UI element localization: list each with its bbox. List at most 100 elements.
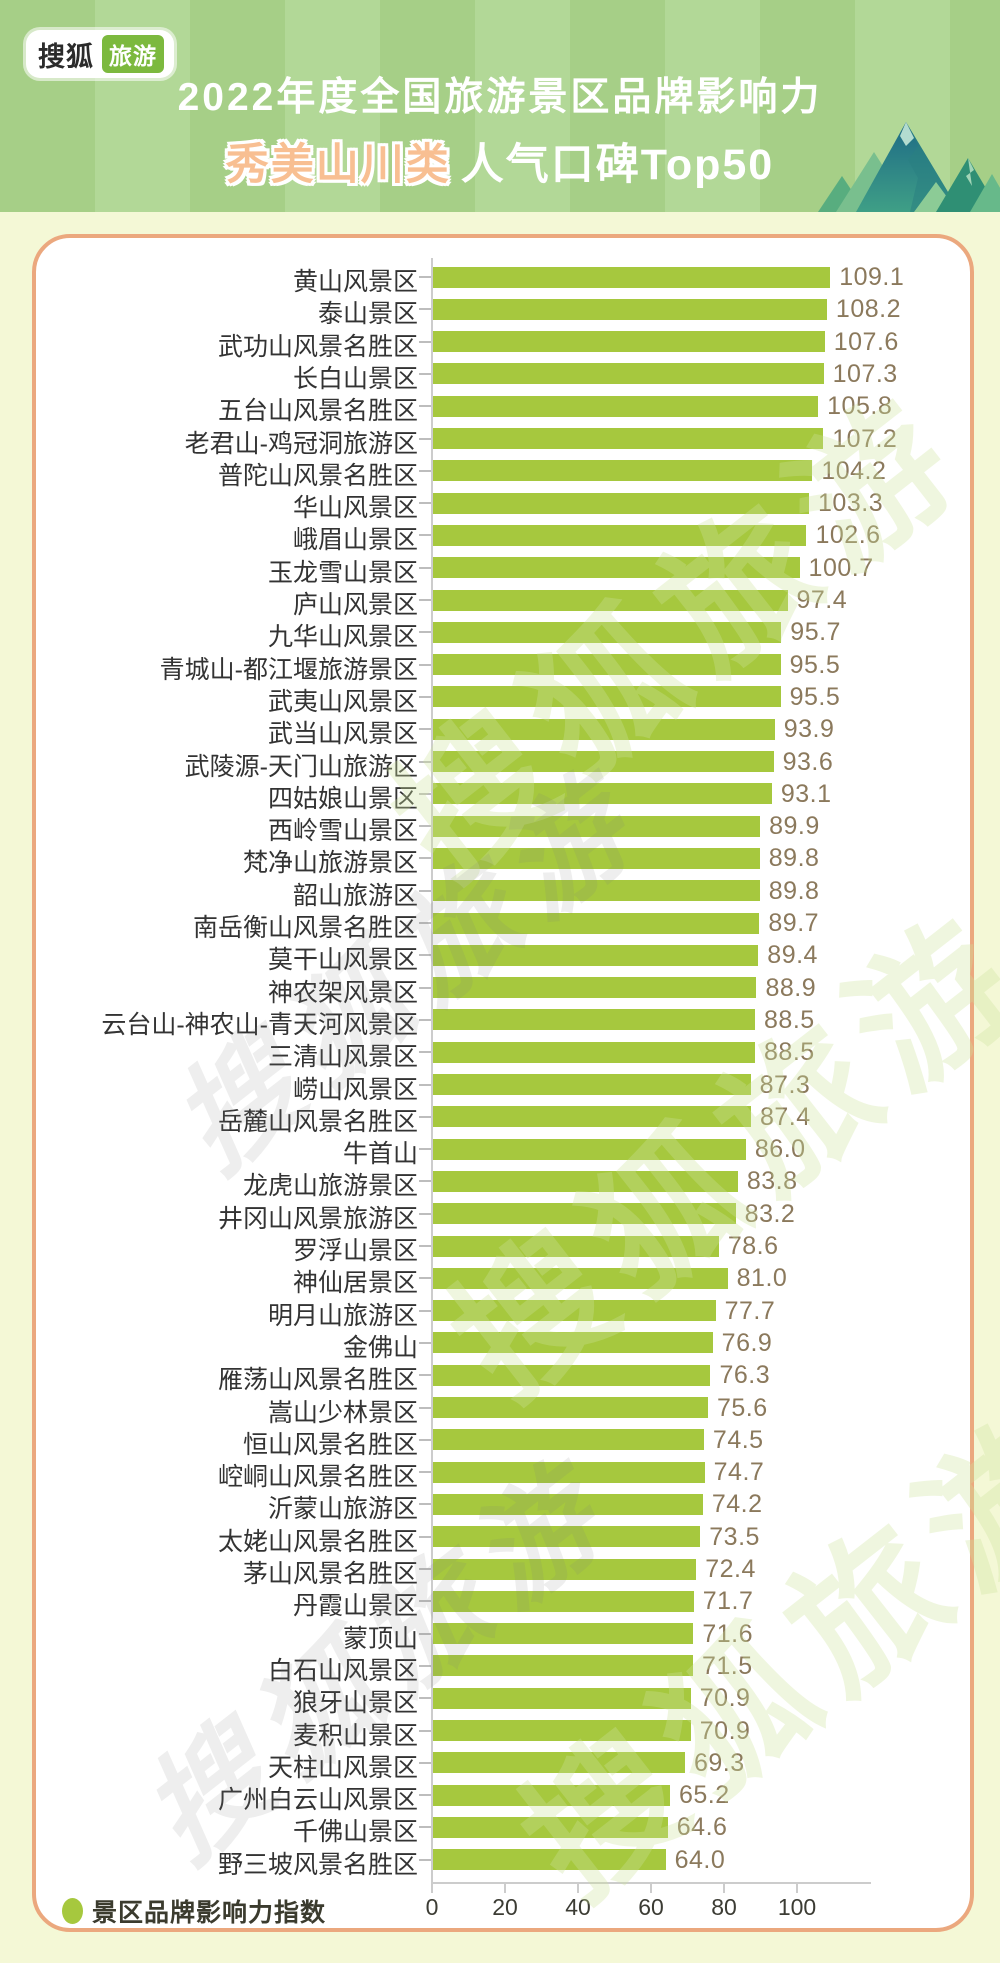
label-tick (419, 308, 431, 311)
logo-sub-badge: 旅游 (100, 33, 166, 75)
bar-label: 青城山-都江堰旅游景区 (159, 655, 418, 684)
bar-label: 五台山风景名胜区 (217, 397, 418, 426)
bar-value: 71.5 (701, 1651, 753, 1680)
bar-label: 长白山景区 (292, 364, 418, 393)
bar-label: 广州白云山风景区 (217, 1786, 418, 1815)
label-tick (419, 954, 431, 957)
bar (432, 1526, 701, 1548)
header-banner: 搜狐 旅游 2022年度全国旅游景区品牌影响力 秀美山川类 人气口碑Top50 (0, 0, 1000, 212)
label-tick (419, 1471, 431, 1474)
bar-value: 88.5 (764, 1005, 815, 1034)
bar-label: 老君山-鸡冠洞旅游区 (184, 429, 418, 458)
bar-value: 74.2 (711, 1490, 763, 1519)
bar-value: 76.3 (719, 1361, 771, 1390)
bar-label: 普陀山风景名胜区 (217, 461, 418, 490)
label-tick (419, 695, 431, 698)
bar (432, 1332, 713, 1354)
bar-value: 74.7 (713, 1458, 765, 1487)
bar-label: 白石山风景区 (267, 1656, 418, 1685)
x-tick-label: 80 (711, 1894, 737, 1920)
bar-label: 千佛山景区 (292, 1818, 418, 1847)
bar-label: 武功山风景名胜区 (217, 332, 418, 361)
label-tick (419, 1309, 431, 1312)
bar (432, 783, 772, 805)
bar-label: 梵净山旅游景区 (242, 849, 418, 878)
page-title: 2022年度全国旅游景区品牌影响力 (177, 76, 823, 119)
label-tick (419, 1083, 431, 1086)
bar-value: 65.2 (678, 1781, 730, 1810)
bar-value: 86.0 (754, 1135, 806, 1164)
bar (432, 298, 827, 320)
bar-value: 76.9 (721, 1328, 773, 1357)
bar (432, 395, 819, 417)
subtitle-category: 秀美山川类 (225, 141, 451, 189)
bar (432, 912, 760, 934)
bar (432, 1364, 711, 1386)
label-tick (419, 1729, 431, 1732)
bar-value: 107.3 (832, 359, 898, 388)
bar-value: 95.5 (789, 682, 841, 711)
bar-value: 88.5 (764, 1038, 815, 1067)
bar-label: 庐山风景区 (292, 591, 418, 619)
label-tick (419, 1826, 431, 1829)
label-tick (419, 1374, 431, 1377)
bar-value: 102.6 (815, 521, 881, 550)
bar (432, 1106, 751, 1128)
bar-value: 109.1 (839, 263, 905, 291)
logo-brand-text: 搜狐 (38, 41, 94, 72)
bar (432, 1655, 693, 1677)
bar-value: 64.6 (676, 1813, 728, 1842)
bar-label: 云台山-神农山-青天河风景区 (101, 1010, 418, 1039)
bar-label: 九华山风景区 (267, 623, 418, 652)
bar-label: 武夷山风景区 (267, 687, 418, 716)
x-tick-label: 0 (425, 1894, 439, 1920)
bar-label: 井冈山风景旅游区 (217, 1204, 418, 1233)
bar (432, 1074, 751, 1095)
label-tick (419, 372, 431, 375)
bar (432, 751, 774, 772)
bar (432, 1397, 708, 1418)
bar-label: 武陵源-天门山旅游区 (184, 752, 418, 781)
label-tick (419, 1664, 431, 1667)
bar (432, 1138, 746, 1160)
bar (432, 1590, 694, 1612)
label-tick (419, 1018, 431, 1021)
legend-dot-icon (62, 1898, 83, 1924)
chart-panel: 搜狐旅游 搜狐旅游 搜狐旅游 搜狐旅游 搜狐旅游 黄山风景区 109.1 泰山景区 1… (32, 234, 1000, 1932)
bar-value: 71.7 (702, 1587, 754, 1616)
label-tick (419, 1697, 431, 1700)
label-tick (419, 1051, 431, 1054)
label-tick (419, 534, 431, 537)
bar-value: 77.7 (724, 1296, 776, 1325)
x-tick-mark (723, 1884, 725, 1893)
bar (432, 1493, 703, 1515)
bar-label: 崆峒山风景名胜区 (217, 1463, 418, 1492)
label-tick (419, 502, 431, 505)
label-tick (419, 469, 431, 472)
bar-label: 丹霞山景区 (292, 1592, 418, 1621)
bar (432, 1816, 668, 1838)
bar-value: 97.4 (796, 586, 848, 614)
bar (432, 557, 800, 579)
bar-value: 89.7 (768, 909, 820, 937)
bar-label: 武当山风景区 (267, 720, 418, 749)
bar-value: 87.3 (759, 1070, 811, 1099)
bar-value: 89.4 (767, 941, 818, 970)
label-tick (419, 276, 431, 278)
bar-label: 崂山风景区 (292, 1075, 418, 1104)
bar (432, 1267, 728, 1289)
x-tick-mark (577, 1884, 579, 1893)
bar-value: 93.9 (783, 715, 835, 744)
bar-value: 95.5 (789, 650, 841, 679)
bar (432, 654, 781, 676)
bar-value: 81.0 (736, 1264, 788, 1293)
bar (432, 428, 824, 449)
label-tick (419, 1535, 431, 1538)
bar-label: 龙虎山旅游景区 (242, 1172, 418, 1201)
bar-label: 莫干山风景区 (267, 946, 418, 975)
bar-label: 天柱山风景区 (267, 1753, 418, 1782)
bar (432, 718, 775, 740)
x-tick-mark (796, 1884, 798, 1893)
x-tick-label: 20 (492, 1894, 518, 1920)
bar-label: 蒙顶山 (342, 1624, 418, 1653)
